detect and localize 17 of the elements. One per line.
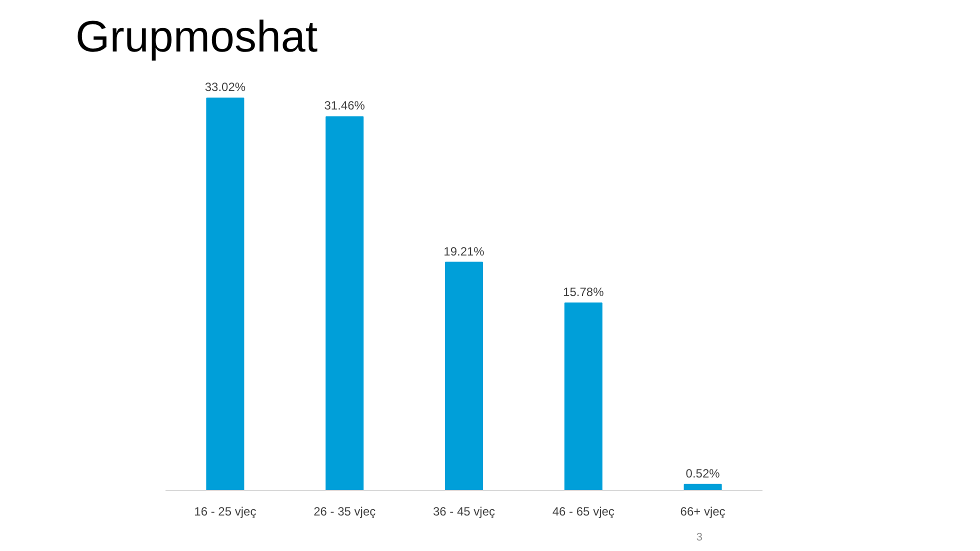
data-label: 19.21% — [444, 244, 485, 258]
data-label: 0.52% — [686, 466, 720, 480]
bar — [206, 98, 244, 490]
x-tick-label: 36 - 45 vjeç — [432, 504, 496, 518]
text: 3 — [696, 532, 703, 544]
x-tick-label: 26 - 35 vjeç — [314, 504, 376, 518]
x-tick-label: 46 - 65 vjeç — [552, 504, 614, 518]
x-tick-label: 66+ vjeç — [680, 504, 726, 518]
bar — [564, 302, 602, 490]
bar — [326, 116, 364, 490]
data-label: 31.46% — [324, 98, 366, 113]
x-tick-label: 16 - 25 vjeç — [194, 504, 256, 518]
chart-title: Grupmoshat — [76, 12, 318, 62]
bar — [444, 262, 484, 490]
bar — [684, 484, 722, 490]
data-label: 33.02% — [204, 80, 246, 94]
data-label: 15.78% — [563, 285, 604, 300]
